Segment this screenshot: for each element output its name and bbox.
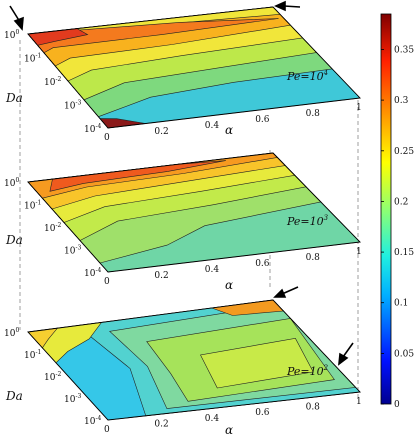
alpha-tick-label: 0.4 — [205, 414, 220, 424]
contour-bands — [27, 299, 361, 421]
alpha-tick-label: 0.8 — [306, 403, 321, 413]
pe-label: Pe=104 — [286, 69, 328, 83]
contour-band — [200, 337, 314, 389]
da-tick-label: 10-1 — [24, 349, 41, 361]
alpha-tick-label: 0 — [104, 277, 110, 287]
panel-frame — [27, 299, 361, 421]
colorbar-tick-label: 0.15 — [394, 248, 414, 258]
da-tick-label: 10-2 — [44, 371, 61, 383]
arrow-icon — [273, 286, 299, 298]
panel-frame — [27, 152, 361, 273]
da-axis-label: Da — [5, 233, 23, 247]
colorbar-tick-label: 0 — [394, 400, 400, 410]
pe-label: Pe=102 — [286, 364, 329, 378]
alpha-tick-label: 0.2 — [154, 271, 168, 281]
alpha-tick-label: 0.8 — [306, 109, 321, 119]
colorbar: 0 0.05 0.1 0.15 0.2 0.25 0.3 0.35 — [380, 13, 414, 410]
contour-panel-pe-10-3: Pe=103 0 0.2 0.4 0.6 0.8 1 100 10-110-210-310-4 — [4, 152, 362, 287]
contour-panel-pe-10-4: Pe=104 0 0.2 0.4 0.6 0.8 1 100 10-110-210-310-4 — [4, 6, 362, 143]
colorbar-ticks: 0 0.05 0.1 0.15 0.2 0.25 0.3 0.35 — [381, 46, 414, 410]
da-tick-label: 10-3 — [64, 100, 81, 112]
da-tick-label: 10-4 — [84, 415, 101, 427]
alpha-tick-label: 0.4 — [205, 121, 220, 131]
alpha-axis-label: α — [225, 423, 233, 437]
alpha-axis-label: α — [225, 123, 233, 137]
da-tick-label: 10-2 — [44, 76, 61, 88]
alpha-tick-label: 0.2 — [154, 419, 168, 429]
da-tick-label: 100 — [4, 29, 19, 41]
alpha-axis-label: α — [225, 278, 233, 292]
colorbar-tick-label: 0.1 — [394, 299, 408, 309]
arrow-icon — [338, 342, 354, 366]
colorbar-tick-label: 0.25 — [394, 147, 414, 157]
alpha-tick-label: 1 — [356, 247, 362, 257]
da-tick-label: 100 — [4, 327, 19, 339]
da-tick-label: 10-1 — [24, 200, 41, 212]
da-tick-label: 100 — [4, 177, 19, 189]
alpha-tick-label: 0.6 — [255, 408, 270, 418]
da-tick-label: 10-4 — [84, 267, 101, 279]
colorbar-tick-label: 0.3 — [394, 96, 409, 106]
da-tick-label: 10-1 — [24, 53, 41, 65]
pe-label: Pe=103 — [286, 214, 329, 228]
panel-frame — [27, 6, 361, 129]
alpha-tick-label: 0.4 — [205, 265, 220, 275]
colorbar-tick-label: 0.35 — [394, 46, 414, 56]
da-tick-label: 10-4 — [84, 123, 101, 135]
alpha-tick-label: 0.8 — [306, 253, 321, 263]
contour-panel-pe-10-2: Pe=102 0 0.2 0.4 0.6 0.8 1 100 10-110-210-310-4 — [4, 299, 362, 435]
colorbar-gradient — [380, 13, 392, 405]
alpha-tick-label: 0.6 — [255, 115, 270, 125]
alpha-tick-label: 1 — [356, 397, 362, 407]
arrow-icon — [274, 0, 301, 12]
alpha-tick-label: 0 — [104, 133, 110, 143]
colorbar-tick-label: 0.2 — [394, 197, 408, 207]
colorbar-tick-label: 0.05 — [394, 349, 414, 359]
arrow-icon — [9, 5, 24, 31]
alpha-tick-label: 0 — [104, 425, 110, 435]
da-tick-label: 10-3 — [64, 245, 81, 257]
alpha-tick-label: 0.2 — [154, 127, 168, 137]
da-tick-label: 10-2 — [44, 222, 61, 234]
contour-bands — [27, 152, 361, 273]
da-tick-label: 10-3 — [64, 393, 81, 405]
da-axis-label: Da — [5, 389, 23, 403]
annotation-arrows — [9, 0, 354, 366]
da-axis-label: Da — [5, 91, 23, 105]
alpha-tick-label: 0.6 — [255, 259, 270, 269]
alpha-tick-label: 1 — [356, 103, 362, 113]
